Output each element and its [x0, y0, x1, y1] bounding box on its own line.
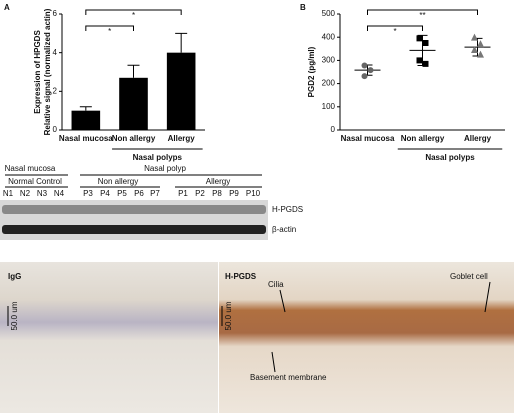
sig-bracket: [85, 9, 182, 15]
image-annotation: Cilia: [268, 280, 284, 289]
point: [416, 35, 423, 42]
bar: [71, 110, 101, 130]
sig-label: **: [419, 11, 425, 20]
y-tick-label: 500: [322, 9, 336, 18]
blot-row: β-actin: [272, 225, 296, 234]
lane-label: N3: [37, 189, 48, 198]
bar: [119, 77, 148, 130]
micrographs: IgG H-PGDS 50.0 um 50.0 um Cilia Goblet …: [0, 262, 514, 413]
point: [422, 40, 429, 46]
y-tick-label: 100: [322, 102, 336, 111]
lane-label: P10: [246, 189, 261, 198]
mean-sd: [409, 34, 436, 67]
point: [361, 73, 368, 80]
point: [367, 67, 374, 74]
lane-label: P1: [178, 189, 188, 198]
y-tick-label: 6: [53, 9, 58, 18]
image-label: H-PGDS: [225, 272, 257, 281]
y-axis-label: Relative signal (normalized actin): [43, 8, 52, 135]
y-tick-label: 400: [322, 32, 336, 41]
lane-label: P7: [150, 189, 160, 198]
x-tick-label: Nasal mucosa: [59, 134, 113, 143]
sig-bracket: [367, 25, 423, 31]
panel-letter: B: [300, 3, 306, 12]
error-bar: [127, 64, 140, 78]
sig-label: *: [393, 27, 396, 36]
image-annotation: Basement membrane: [250, 373, 327, 382]
scale-bar: 50.0 um: [224, 301, 233, 330]
lane-label: N4: [54, 189, 65, 198]
sig-bracket: [367, 9, 478, 15]
sig-label: *: [108, 27, 111, 36]
point: [416, 57, 423, 64]
panel-letter: A: [4, 3, 10, 12]
lane-label: N1: [3, 189, 14, 198]
scale-bar: 50.0 um: [10, 301, 19, 330]
y-tick-label: 0: [331, 125, 336, 134]
y-axis-label: Expression of HPGDS: [33, 30, 42, 114]
y-axis-label: PGD2 (pg/ml): [307, 46, 316, 97]
x-tick-label: Allergy: [168, 134, 196, 143]
x-tick-label: Non allergy: [112, 134, 156, 143]
lane-label: P2: [195, 189, 205, 198]
x-tick-label: Non allergy: [401, 134, 445, 143]
lane-label: P5: [117, 189, 127, 198]
group-label: Nasal polyps: [133, 153, 183, 162]
blot-label: Nasal mucosa: [5, 164, 56, 173]
blot: Nasal mucosa Normal Control Nasal polyp …: [0, 164, 303, 240]
lane-label: P9: [229, 189, 239, 198]
lane-label: P6: [134, 189, 144, 198]
blot-label: Nasal polyp: [144, 164, 186, 173]
blot-label: Allergy: [206, 177, 230, 186]
point: [477, 40, 484, 48]
lane-label: N2: [20, 189, 31, 198]
y-tick-label: 0: [53, 125, 58, 134]
lane-label: P4: [100, 189, 110, 198]
point: [471, 33, 478, 41]
blot-label: Non allergy: [98, 177, 138, 186]
bar: [166, 52, 196, 130]
y-tick-label: 300: [322, 56, 336, 65]
y-tick-label: 2: [53, 86, 58, 95]
sig-label: *: [132, 11, 135, 20]
image-label: IgG: [8, 272, 21, 281]
lane-label: P8: [212, 189, 222, 198]
point: [361, 62, 368, 69]
x-tick-label: Allergy: [464, 134, 492, 143]
point: [471, 45, 478, 53]
mean-sd: [464, 37, 491, 57]
y-tick-label: 200: [322, 79, 336, 88]
blot-row: H-PGDS: [272, 205, 303, 214]
error-bar: [175, 32, 188, 53]
group-label: Nasal polyps: [425, 153, 475, 162]
blot-label: Normal Control: [8, 177, 62, 186]
x-tick-label: Nasal mucosa: [341, 134, 395, 143]
point: [422, 60, 429, 67]
sig-bracket: [85, 25, 134, 31]
y-tick-label: 4: [53, 48, 58, 57]
error-bar: [79, 106, 92, 111]
image-annotation: Goblet cell: [450, 272, 488, 281]
lane-label: P3: [83, 189, 93, 198]
point: [477, 50, 484, 58]
